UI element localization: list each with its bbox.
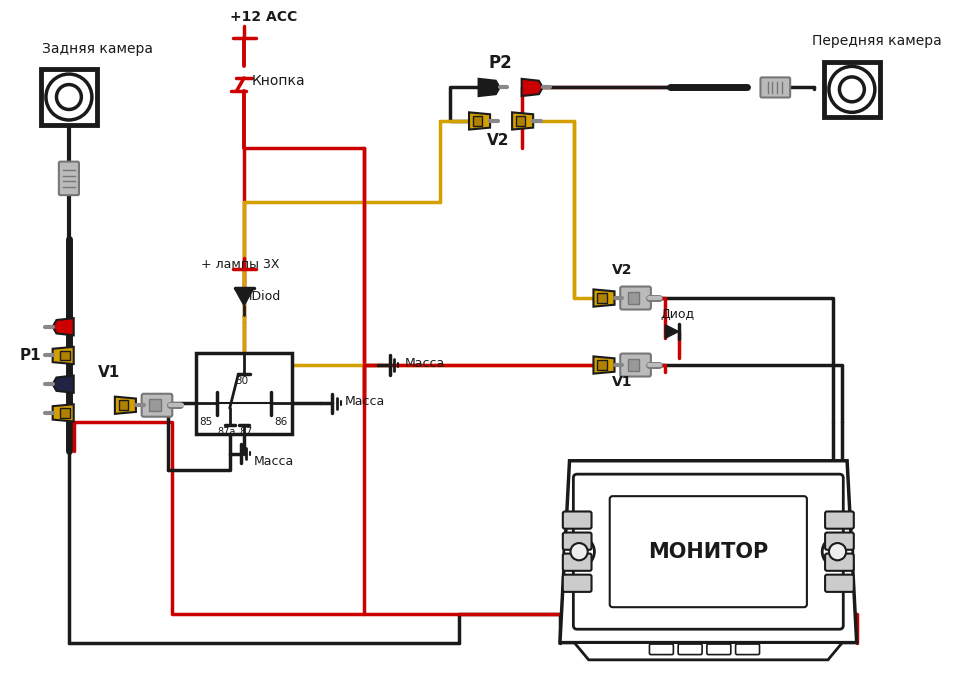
Text: 87: 87 <box>239 427 252 437</box>
FancyBboxPatch shape <box>563 554 591 570</box>
Bar <box>516 116 525 126</box>
Polygon shape <box>53 318 74 335</box>
FancyBboxPatch shape <box>707 644 731 654</box>
Text: V2: V2 <box>487 133 509 148</box>
Text: Масса: Масса <box>405 356 445 370</box>
Bar <box>628 293 639 304</box>
Polygon shape <box>521 79 542 96</box>
FancyBboxPatch shape <box>760 78 790 97</box>
FancyBboxPatch shape <box>825 533 853 550</box>
FancyBboxPatch shape <box>825 512 853 528</box>
Text: Диод: Диод <box>660 308 695 321</box>
Polygon shape <box>115 397 136 414</box>
FancyBboxPatch shape <box>573 474 843 629</box>
Polygon shape <box>560 461 856 643</box>
Bar <box>150 400 161 411</box>
Text: P2: P2 <box>489 55 512 72</box>
Circle shape <box>828 543 846 560</box>
Circle shape <box>46 74 92 120</box>
Text: Кнопка: Кнопка <box>252 74 305 88</box>
Circle shape <box>57 85 82 109</box>
Polygon shape <box>53 376 74 393</box>
Circle shape <box>822 536 852 567</box>
FancyBboxPatch shape <box>735 644 759 654</box>
Text: V1: V1 <box>98 365 120 380</box>
Bar <box>119 400 129 410</box>
Bar <box>824 62 879 117</box>
Polygon shape <box>512 112 533 130</box>
Bar <box>60 408 70 418</box>
Polygon shape <box>479 79 499 96</box>
FancyBboxPatch shape <box>825 554 853 570</box>
FancyBboxPatch shape <box>59 162 79 195</box>
FancyBboxPatch shape <box>563 512 591 528</box>
Polygon shape <box>574 643 842 660</box>
FancyBboxPatch shape <box>825 575 853 592</box>
Bar <box>628 359 639 371</box>
Text: 86: 86 <box>274 416 287 427</box>
Text: Масса: Масса <box>345 395 385 408</box>
Polygon shape <box>234 288 253 306</box>
Bar <box>41 69 97 125</box>
Bar <box>60 351 70 360</box>
Text: V2: V2 <box>612 263 633 277</box>
Text: 30: 30 <box>235 376 249 386</box>
Text: МОНИТОР: МОНИТОР <box>648 542 768 561</box>
Text: + лампы 3X: + лампы 3X <box>201 258 279 271</box>
Bar <box>196 353 292 435</box>
Text: V1: V1 <box>612 375 633 389</box>
Text: +12 ACC: +12 ACC <box>229 10 297 25</box>
FancyBboxPatch shape <box>610 496 807 607</box>
Circle shape <box>570 543 588 560</box>
FancyBboxPatch shape <box>650 644 673 654</box>
Bar <box>597 293 607 303</box>
Text: 85: 85 <box>199 416 212 427</box>
FancyBboxPatch shape <box>678 644 702 654</box>
Polygon shape <box>665 325 679 338</box>
Text: Масса: Масса <box>253 456 294 468</box>
FancyBboxPatch shape <box>563 533 591 550</box>
Polygon shape <box>53 405 74 421</box>
Polygon shape <box>53 346 74 364</box>
Polygon shape <box>593 289 614 307</box>
FancyBboxPatch shape <box>620 286 651 309</box>
Bar <box>597 360 607 370</box>
Text: P1: P1 <box>19 348 40 363</box>
Circle shape <box>828 66 875 112</box>
Text: iDiod: iDiod <box>249 290 281 302</box>
FancyBboxPatch shape <box>563 575 591 592</box>
Circle shape <box>564 536 594 567</box>
Bar <box>473 116 483 126</box>
Text: Задняя камера: Задняя камера <box>42 42 153 56</box>
FancyBboxPatch shape <box>620 354 651 377</box>
Polygon shape <box>469 112 490 130</box>
FancyBboxPatch shape <box>142 393 172 416</box>
Text: 87a: 87a <box>218 427 236 437</box>
Circle shape <box>839 77 864 102</box>
Polygon shape <box>593 356 614 374</box>
Text: Передняя камера: Передняя камера <box>812 34 942 48</box>
